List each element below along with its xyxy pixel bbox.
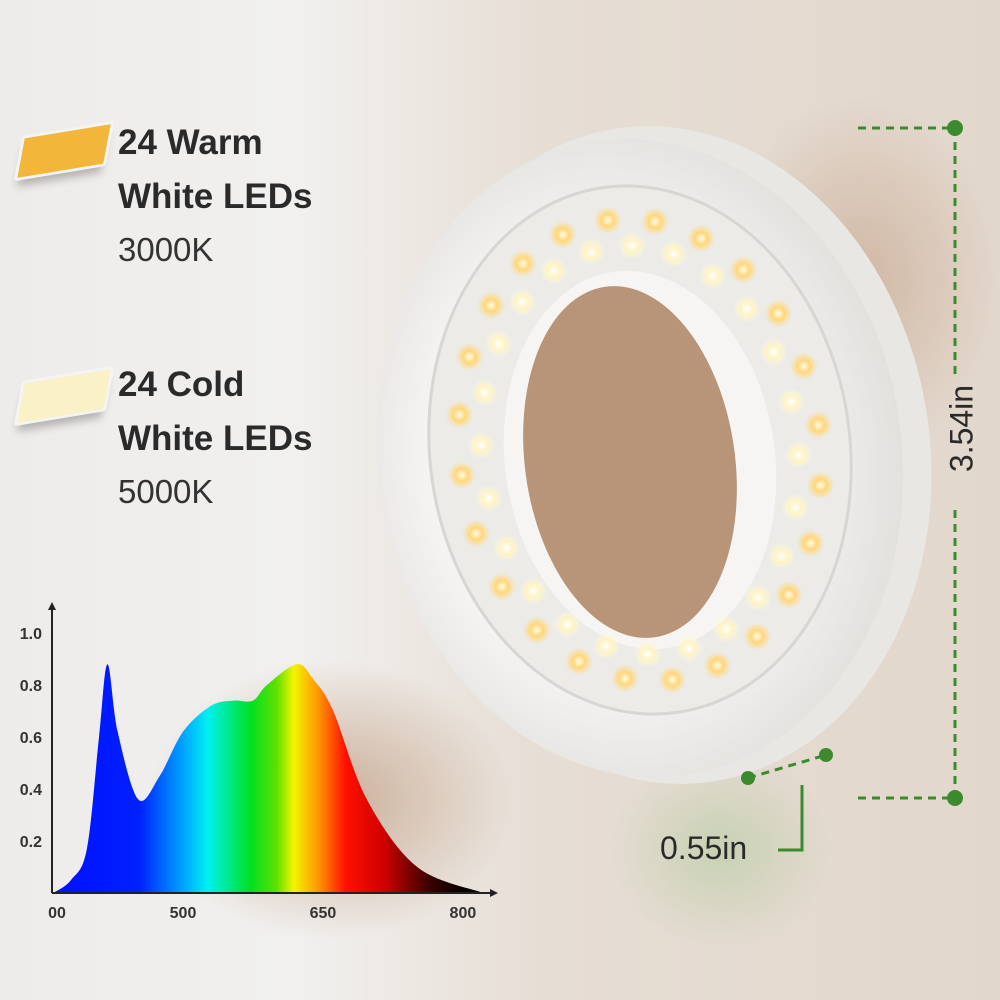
cold-led [784, 440, 813, 469]
cold-led [474, 484, 503, 513]
warm-led [640, 207, 669, 236]
warm-led [789, 352, 818, 381]
cold-led [777, 387, 806, 416]
warm-led [445, 400, 474, 429]
warm-led-type: White LEDs [118, 177, 313, 216]
y-tick-label: 0.6 [20, 730, 42, 747]
cold-led [492, 534, 521, 563]
cold-led [618, 231, 647, 260]
x-axis-arrow-icon [490, 889, 498, 897]
warm-led-temperature: 3000K [118, 231, 214, 268]
cold-led [553, 610, 582, 639]
warm-led [729, 255, 758, 284]
cold-led [470, 378, 499, 407]
dimension-dot [819, 748, 833, 762]
cold-led [539, 256, 568, 285]
warm-led [548, 220, 577, 249]
warm-led [477, 291, 506, 320]
warm-led [658, 665, 687, 694]
warm-led [447, 461, 476, 490]
warm-led [593, 206, 622, 235]
warm-led [796, 529, 825, 558]
y-tick-label: 0.2 [20, 834, 42, 851]
cold-led [467, 431, 496, 460]
cold-led [712, 615, 741, 644]
warm-led [703, 651, 732, 680]
warm-led [743, 622, 772, 651]
dimension-dot [947, 790, 963, 806]
warm-led-count: 24 Warm [118, 123, 263, 162]
cold-led [577, 237, 606, 266]
cold-led [767, 542, 796, 571]
warm-led [564, 647, 593, 676]
cold-led-temperature: 5000K [118, 473, 214, 510]
warm-led [804, 410, 833, 439]
warm-led [687, 224, 716, 253]
warm-led [611, 664, 640, 693]
cold-led [674, 634, 703, 663]
cold-led [519, 577, 548, 606]
cold-led-count: 24 Cold [118, 365, 245, 404]
cold-led [759, 337, 788, 366]
x-tick-label: 500 [170, 905, 197, 922]
height-label: 3.54in [943, 384, 980, 473]
x-tick-label: 00 [48, 905, 66, 922]
dimension-dot [947, 120, 963, 136]
x-tick-label: 800 [450, 905, 477, 922]
warm-led [806, 471, 835, 500]
y-tick-label: 0.4 [20, 782, 42, 799]
cold-led [659, 240, 688, 269]
dimension-dot [741, 771, 755, 785]
cold-led [781, 493, 810, 522]
warm-led [774, 580, 803, 609]
spectrum-area [53, 664, 484, 893]
x-tick-label: 650 [310, 905, 337, 922]
depth-label: 0.55in [660, 830, 748, 866]
warm-led [764, 299, 793, 328]
cold-led [732, 294, 761, 323]
cold-led [743, 583, 772, 612]
cold-led [633, 640, 662, 669]
warm-led [487, 572, 516, 601]
depth-dimension-line [747, 753, 827, 780]
depth-leader-line [778, 785, 804, 852]
cold-led [698, 261, 727, 290]
warm-led [522, 616, 551, 645]
warm-led [508, 249, 537, 278]
warm-led [455, 342, 484, 371]
y-tick-label: 1.0 [20, 626, 42, 643]
y-tick-label: 0.8 [20, 678, 42, 695]
cold-led [592, 631, 621, 660]
cold-led [484, 329, 513, 358]
y-axis-arrow-icon [48, 602, 56, 610]
warm-led [462, 519, 491, 548]
cold-led-type: White LEDs [118, 419, 313, 458]
ring-hole [523, 286, 737, 638]
cold-led [508, 288, 537, 317]
